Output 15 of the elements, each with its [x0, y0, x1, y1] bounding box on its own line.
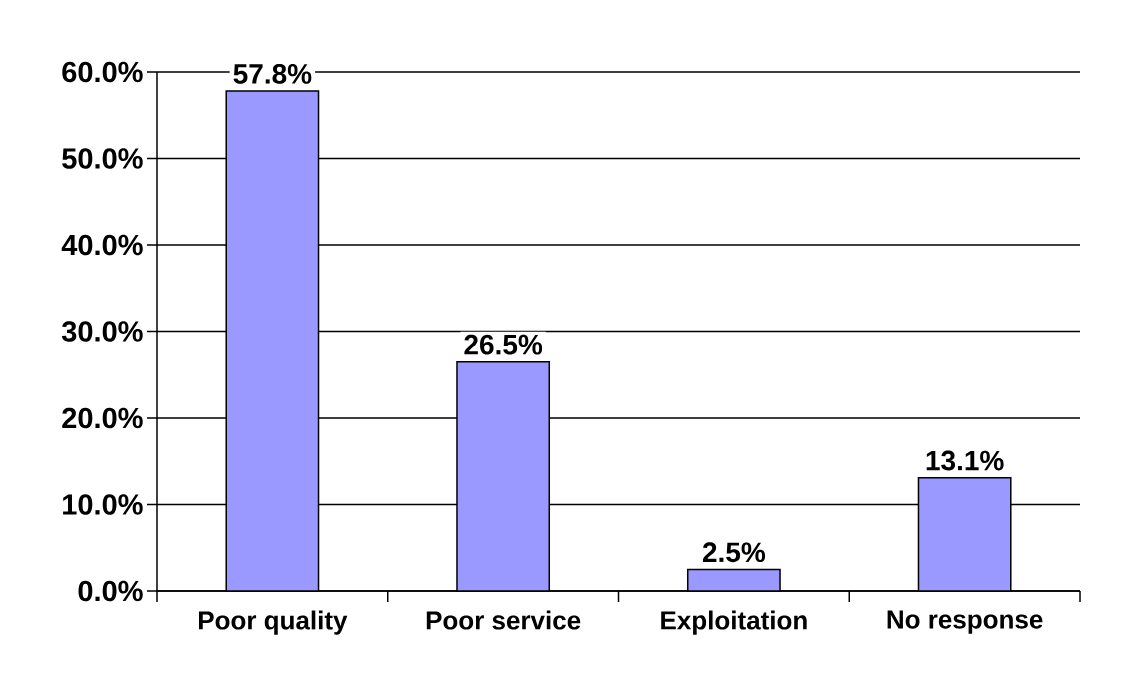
x-tick-label: No response — [887, 610, 1043, 634]
x-tick-label: Poor quality — [198, 610, 348, 635]
y-tick-label: 60.0% — [62, 61, 143, 83]
data-label: 2.5% — [702, 542, 766, 563]
y-tick-label: 20.0% — [62, 407, 143, 429]
x-tick-label: Exploitation — [661, 610, 807, 635]
y-tick-label: 10.0% — [63, 494, 143, 515]
data-label: 57.8% — [233, 64, 312, 84]
data-label: 26.5% — [464, 334, 543, 355]
data-label: 13.1% — [926, 450, 1004, 471]
y-tick-label: 0.0% — [78, 580, 143, 602]
y-tick-label: 50.0% — [62, 148, 143, 169]
x-tick-label: Poor service — [426, 610, 581, 630]
y-tick-label: 40.0% — [61, 234, 143, 256]
y-tick-label: 30.0% — [61, 321, 143, 342]
